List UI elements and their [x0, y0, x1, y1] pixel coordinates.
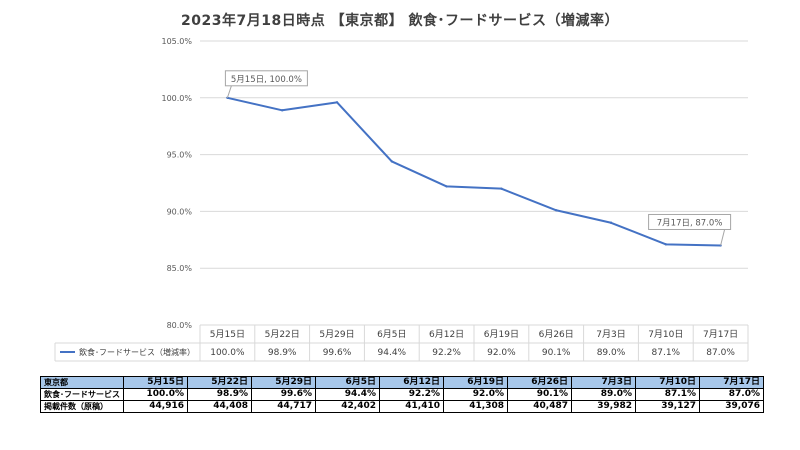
- table-cell: 39,982: [571, 400, 636, 413]
- table-header-date: 7月3日: [571, 376, 636, 389]
- table-header-date: 6月12日: [379, 376, 444, 389]
- x-category-label: 5月29日: [319, 329, 354, 340]
- y-tick-label: 105.0%: [161, 37, 192, 46]
- table-cell: 87.0%: [699, 388, 764, 401]
- series-line: [227, 96, 721, 247]
- x-category-label: 7月17日: [703, 329, 738, 340]
- table-header-date: 6月19日: [443, 376, 508, 389]
- table-cell: 100.0%: [123, 388, 188, 401]
- y-tick-label: 100.0%: [161, 94, 192, 103]
- y-tick-label: 85.0%: [167, 264, 193, 273]
- annotation-box: [648, 213, 732, 230]
- table-row: 東京都 5月15日 5月22日 5月29日 6月5日 6月12日 6月19日 6月26日 7月3…: [40, 376, 764, 389]
- data-point: [500, 187, 503, 190]
- table-cell: 94.4%: [315, 388, 380, 401]
- table-header-date: 6月5日: [315, 376, 380, 389]
- table-cell: 41,308: [443, 400, 508, 413]
- table-cell: 40,487: [507, 400, 572, 413]
- table-cell: 42,402: [315, 400, 380, 413]
- data-point: [390, 160, 393, 163]
- table-header-date: 5月29日: [251, 376, 316, 389]
- data-point: [281, 109, 284, 112]
- x-category-label: 5月15日: [210, 329, 245, 340]
- x-category-label: 5月22日: [265, 329, 300, 340]
- table-cell: 44,916: [123, 400, 188, 413]
- table-cell: 92.2%: [379, 388, 444, 401]
- table-cell: 39,076: [699, 400, 764, 413]
- chart-title: 2023年7月18日時点 【東京都】 飲食･フードサービス（増減率）: [181, 13, 619, 29]
- table-cell: 98.9%: [187, 388, 252, 401]
- table-cell: 99.6%: [251, 388, 316, 401]
- annotation-leader: [226, 85, 232, 98]
- data-point: [664, 243, 667, 246]
- table-cell: 44,408: [187, 400, 252, 413]
- annotation-box: [224, 70, 308, 87]
- summary-table: 東京都 5月15日 5月22日 5月29日 6月5日 6月12日 6月19日 6月26日 7月3…: [40, 376, 764, 413]
- data-point: [555, 209, 558, 212]
- table-header-date: 6月26日: [507, 376, 572, 389]
- data-value-label: 98.9%: [268, 348, 297, 358]
- table-header-date: 5月22日: [187, 376, 252, 389]
- table-header-label: 東京都: [40, 376, 124, 389]
- x-category-label: 6月5日: [377, 329, 406, 340]
- data-value-label: 87.1%: [652, 348, 681, 358]
- line-chart: 80.0% 85.0% 90.0% 95.0% 100.0% 105.0% 5月15日 100…: [54, 37, 749, 362]
- data-value-label: 89.0%: [597, 348, 626, 358]
- legend-label: 飲食･フードサービス（増減率）: [79, 347, 195, 357]
- table-header-date: 7月10日: [635, 376, 700, 389]
- data-value-label: 92.2%: [432, 348, 461, 358]
- data-value-label: 92.0%: [487, 348, 516, 358]
- table-row: 飲食･フードサービス 100.0% 98.9% 99.6% 94.4% 92.2% 92.0…: [40, 388, 764, 401]
- x-category-label: 7月10日: [648, 329, 683, 340]
- y-tick-label: 90.0%: [167, 207, 193, 216]
- data-point: [609, 221, 613, 224]
- x-category-label: 6月12日: [429, 329, 464, 340]
- y-tick-label: 80.0%: [167, 321, 193, 330]
- annotation-label: 7月17日, 87.0%: [657, 218, 723, 228]
- data-point: [445, 185, 448, 188]
- data-value-label: 90.1%: [542, 348, 571, 358]
- table-cell: 39,127: [635, 400, 700, 413]
- data-value-label: 87.0%: [706, 348, 735, 358]
- data-value-label: 100.0%: [210, 348, 245, 358]
- table-cell: 87.1%: [635, 388, 700, 401]
- data-point: [335, 101, 339, 104]
- x-category-label: 6月19日: [484, 329, 519, 340]
- annotation-leader: [720, 229, 726, 246]
- x-category-label: 6月26日: [539, 329, 574, 340]
- table-header-date: 5月15日: [123, 376, 188, 389]
- data-value-label: 99.6%: [323, 348, 352, 358]
- data-value-label: 94.4%: [378, 348, 407, 358]
- table-cell: 92.0%: [443, 388, 508, 401]
- table-row: 掲載件数（原稿） 44,916 44,408 44,717 42,402 41,410 41…: [40, 400, 764, 413]
- table-cell: 44,717: [251, 400, 316, 413]
- table-row-label: 飲食･フードサービス: [40, 388, 124, 401]
- table-cell: 90.1%: [507, 388, 572, 401]
- x-category-label: 7月3日: [596, 329, 625, 340]
- y-tick-label: 95.0%: [167, 151, 193, 160]
- table-cell: 41,410: [379, 400, 444, 413]
- table-cell: 89.0%: [571, 388, 636, 401]
- table-row-label: 掲載件数（原稿）: [40, 400, 124, 413]
- annotation-label: 5月15日, 100.0%: [231, 75, 302, 85]
- table-header-date: 7月17日: [699, 376, 764, 389]
